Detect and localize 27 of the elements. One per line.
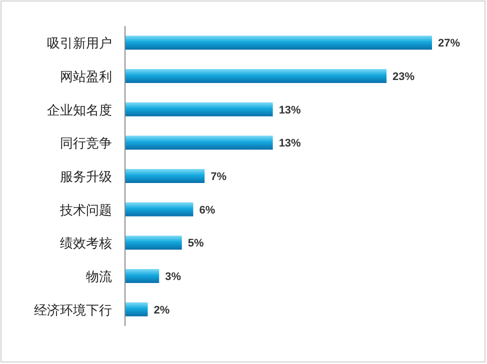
bar xyxy=(125,269,160,283)
data-label: 7% xyxy=(210,171,227,183)
bar xyxy=(125,69,387,83)
bar xyxy=(125,236,182,250)
bar xyxy=(125,169,205,183)
data-label: 13% xyxy=(278,138,302,150)
bar xyxy=(125,36,432,50)
y-tick-label: 物流 xyxy=(86,269,112,284)
y-tick-label: 企业知名度 xyxy=(47,102,112,118)
data-label: 27% xyxy=(438,38,460,50)
data-label: 5% xyxy=(188,238,204,250)
data-label: 2% xyxy=(154,304,170,316)
bar xyxy=(125,136,273,150)
y-tick-label: 网站盈利 xyxy=(60,69,112,84)
data-label: 6% xyxy=(199,204,216,216)
data-label: 3% xyxy=(165,271,182,283)
y-tick-label: 吸引新用户 xyxy=(47,36,112,51)
y-tick-label: 绩效考核 xyxy=(60,236,112,251)
bar xyxy=(125,302,148,316)
data-label: 23% xyxy=(392,71,415,83)
y-tick-label: 服务升级 xyxy=(60,169,112,184)
y-tick-label: 技术问题 xyxy=(59,202,112,218)
y-tick-label: 同行竞争 xyxy=(60,136,112,151)
bar xyxy=(125,202,194,216)
bar xyxy=(125,102,273,116)
y-tick-label: 经济环境下行 xyxy=(34,302,112,318)
data-label: 13% xyxy=(278,104,302,116)
